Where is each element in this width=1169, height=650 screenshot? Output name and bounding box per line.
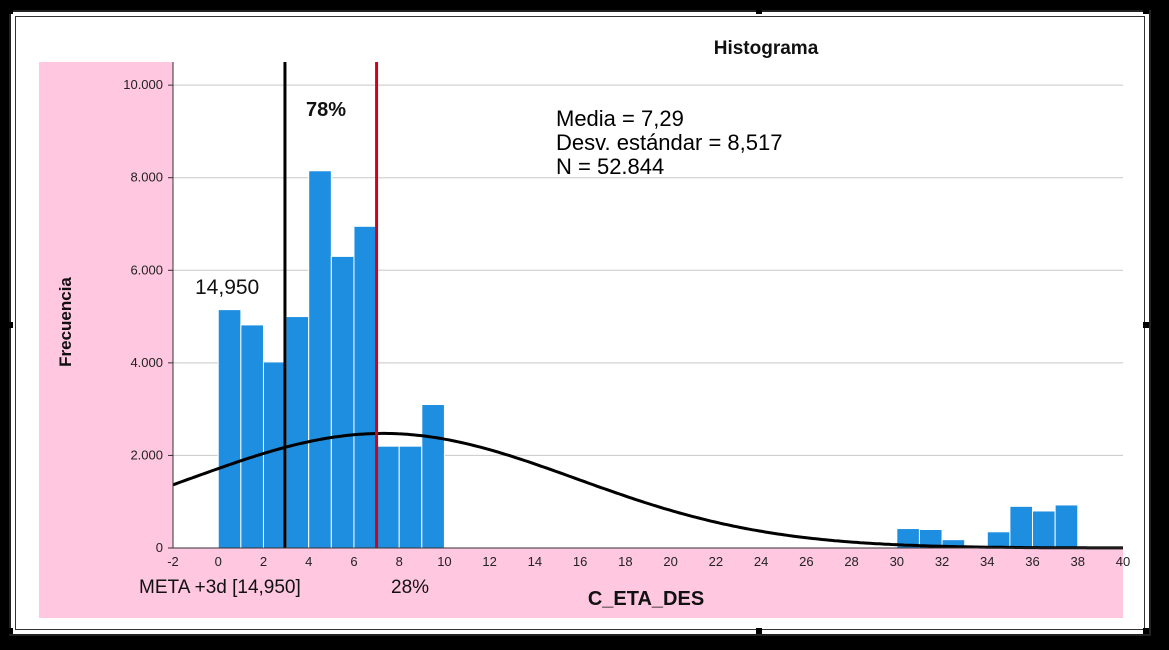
y-tick-label: 8.000: [130, 170, 163, 185]
annotation-value-label: 14,950: [195, 276, 259, 299]
histogram-bar: [217, 309, 242, 549]
stat-mean: Media = 7,29: [556, 106, 684, 131]
stat-n: N = 52.844: [556, 154, 664, 179]
x-tick-label: 20: [663, 554, 677, 569]
x-tick-label: 22: [709, 554, 723, 569]
x-tick-labels: -2 0 2 4 6 8 10 12 14 16 18 20 22 24 26 28 30 32 34 36 38 40: [167, 554, 1130, 569]
chart-frame: -2 0 2 4 6 8 10 12 14 16 18 20 22 24 26 28 30 32 34 36 38 40 …: [7, 8, 1151, 636]
x-tick-label: 36: [1025, 554, 1039, 569]
x-tick-label: 38: [1071, 554, 1085, 569]
resize-handle-bottom-left[interactable]: [7, 628, 13, 634]
y-tick-label: 0: [156, 540, 163, 555]
reference-lines: [283, 62, 379, 548]
x-tick-label: 26: [799, 554, 813, 569]
x-tick-label: 6: [350, 554, 357, 569]
resize-handle-left[interactable]: [7, 322, 13, 328]
x-tick-label: 14: [528, 554, 542, 569]
x-tick-label: 0: [215, 554, 222, 569]
resize-handle-top[interactable]: [756, 8, 762, 14]
x-tick-label: 28: [844, 554, 858, 569]
x-tick-label: 32: [935, 554, 949, 569]
x-tick-label: 12: [482, 554, 496, 569]
histogram-bar: [986, 531, 1011, 549]
resize-handle-top-right[interactable]: [1143, 8, 1149, 14]
histogram-bar: [1054, 504, 1079, 549]
histogram-bar: [376, 445, 400, 549]
x-tick-label: 30: [890, 554, 904, 569]
x-tick-label: 8: [396, 554, 403, 569]
histogram-bar: [330, 255, 355, 549]
x-tick-label: 24: [754, 554, 768, 569]
histogram-bar: [398, 445, 423, 549]
x-tick-label: 18: [618, 554, 632, 569]
x-tick-label: 34: [980, 554, 994, 569]
y-tick-label: 2.000: [130, 447, 163, 462]
x-tick-label: -2: [167, 554, 179, 569]
normal-curve: [172, 431, 1123, 550]
y-tick-label: 10.000: [123, 77, 163, 92]
annotation-pct-above: 78%: [306, 99, 346, 121]
y-tick-label: 6.000: [130, 262, 163, 277]
stat-sd: Desv. estándar = 8,517: [556, 130, 782, 155]
resize-handle-bottom[interactable]: [756, 628, 762, 634]
x-tick-label: 2: [260, 554, 267, 569]
histogram-bar: [421, 404, 445, 549]
x-axis-label: C_ETA_DES: [588, 588, 704, 610]
histogram-chart: -2 0 2 4 6 8 10 12 14 16 18 20 22 24 26 28 30 32 34 36 38 40 …: [39, 38, 1130, 618]
resize-handle-top-left[interactable]: [7, 8, 13, 14]
x-tick-label: 4: [305, 554, 312, 569]
histogram-bar: [240, 324, 264, 549]
resize-handle-right[interactable]: [1143, 322, 1149, 328]
x-tick-label: 16: [573, 554, 587, 569]
y-axis-label: Frecuencia: [56, 277, 75, 367]
histogram-bar: [262, 361, 287, 549]
histogram-bar: [308, 170, 332, 549]
y-tick-labels: 0 2.000 4.000 6.000 8.000 10.000: [123, 77, 173, 555]
chart-title: Histograma: [714, 38, 819, 59]
resize-handle-bottom-right[interactable]: [1143, 628, 1149, 634]
histogram-bar: [285, 316, 310, 549]
annotation-meta-label: META +3d [14,950]: [139, 577, 301, 598]
annotation-pct-below: 28%: [391, 577, 429, 598]
histogram-bar: [1032, 510, 1056, 549]
histogram-bar: [1009, 505, 1034, 549]
histogram-bar: [353, 225, 378, 549]
x-tick-label: 40: [1116, 554, 1130, 569]
x-tick-label: 10: [437, 554, 451, 569]
y-tick-label: 4.000: [130, 355, 163, 370]
